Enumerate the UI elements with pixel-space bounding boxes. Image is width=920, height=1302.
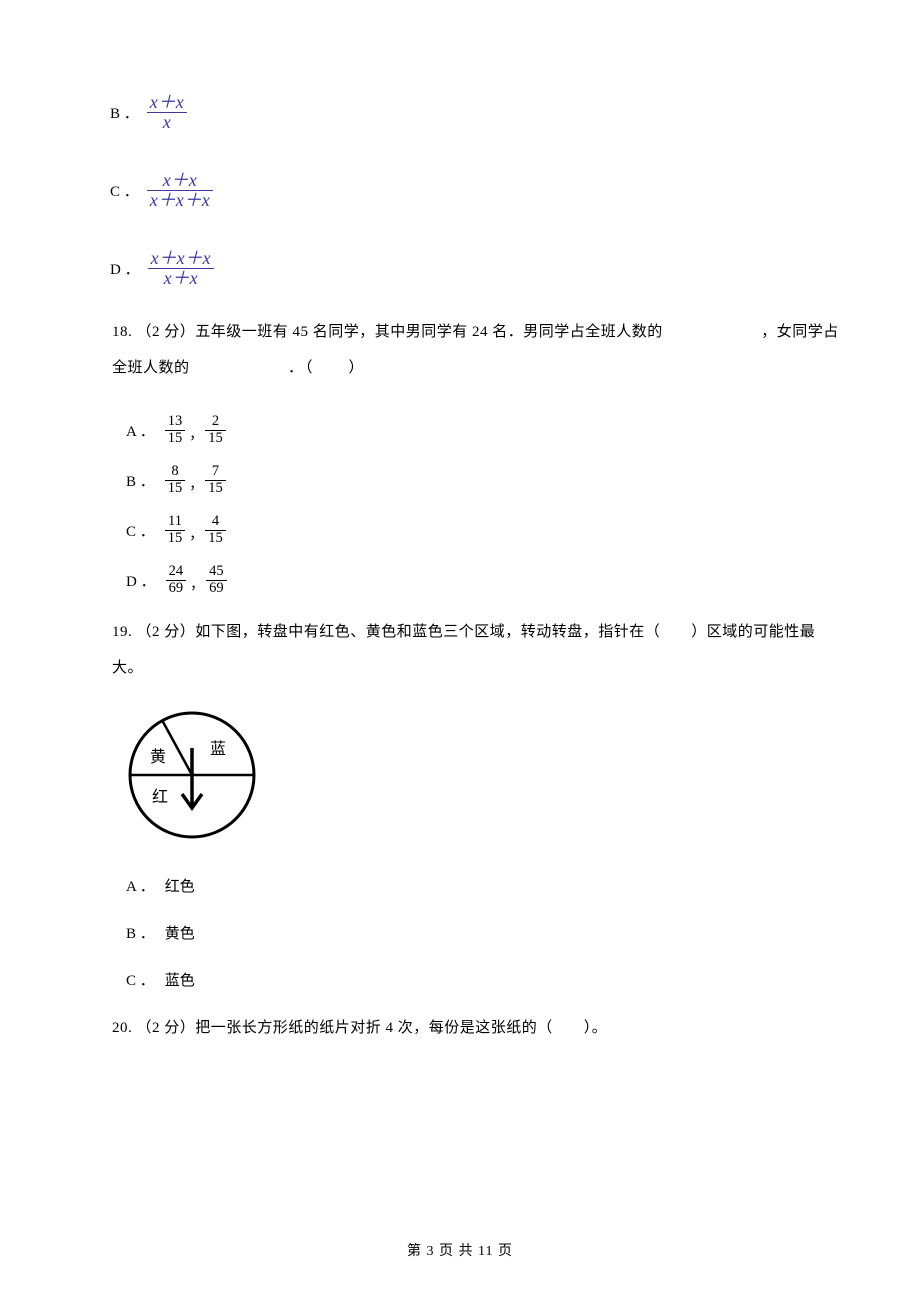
- q18-b-n1: 8: [167, 464, 183, 480]
- q18-option-a: A ． 13 15 ， 2 15: [126, 414, 840, 446]
- page-footer: 第 3 页 共 11 页: [0, 1240, 920, 1260]
- footer-text: 第 3 页 共 11 页: [407, 1244, 513, 1259]
- fraction-b: x＋x x: [147, 93, 187, 132]
- q19-text: 19. （2 分）如下图，转盘中有红色、黄色和蓝色三个区域，转动转盘，指针在（ …: [112, 624, 815, 676]
- q18-option-c: C ． 11 15 ， 4 15: [126, 514, 840, 546]
- q18-d-frac1: 24 69: [166, 564, 187, 596]
- q18-a-frac1: 13 15: [165, 414, 186, 446]
- top-option-d: D ． x＋x＋x x＋x: [110, 246, 840, 290]
- spinner-label-yellow: 黄: [150, 748, 166, 766]
- q18-c-comma: ，: [189, 524, 203, 546]
- q18-c-d1: 15: [165, 531, 186, 547]
- q18-b-d1: 15: [165, 481, 186, 497]
- spinner-divider: [162, 720, 192, 775]
- q18-b-label: B ．: [126, 470, 155, 491]
- label-c: C ．: [110, 180, 139, 201]
- q18-c-frac2: 4 15: [205, 514, 226, 546]
- q18-d-comma: ，: [190, 574, 204, 596]
- q19-option-b: B ． 黄色: [126, 922, 840, 943]
- q18-d-label: D ．: [126, 570, 156, 591]
- q18-a-d2: 15: [205, 431, 226, 447]
- spinner-diagram: 黄 蓝 红: [116, 708, 840, 847]
- q18-option-b: B ． 8 15 ， 7 15: [126, 464, 840, 496]
- frac-d-den: x＋x: [161, 269, 201, 288]
- q18-suffix: ．（ ）: [288, 360, 366, 376]
- q19-b-text: 黄色: [165, 922, 195, 943]
- page-root: B ． x＋x x C ． x＋x x＋x＋x D ． x＋x＋x x＋x 18…: [0, 0, 920, 1302]
- q18-d-d2: 69: [206, 581, 227, 597]
- q18-option-d: D ． 24 69 ， 45 69: [126, 564, 840, 596]
- q18-b-n2: 7: [208, 464, 224, 480]
- q18-a-d1: 15: [165, 431, 186, 447]
- fraction-c: x＋x x＋x＋x: [147, 171, 213, 210]
- q19-c-label: C ．: [126, 969, 155, 990]
- q19-a-label: A ．: [126, 875, 155, 896]
- q19-a-text: 红色: [165, 875, 195, 896]
- q20-stem: 20. （2 分）把一张长方形纸的纸片对折 4 次，每份是这张纸的（ ）。: [112, 1010, 840, 1046]
- q19-b-label: B ．: [126, 922, 155, 943]
- q18-b-frac1: 8 15: [165, 464, 186, 496]
- frac-c-den: x＋x＋x: [147, 191, 213, 210]
- label-b: B ．: [110, 102, 139, 123]
- q18-c-d2: 15: [205, 531, 226, 547]
- label-d: D ．: [110, 258, 140, 279]
- q18-d-n2: 45: [206, 564, 227, 580]
- q19-option-a: A ． 红色: [126, 875, 840, 896]
- q18-b-d2: 15: [205, 481, 226, 497]
- spinner-label-red: 红: [152, 788, 168, 806]
- q18-b-comma: ，: [189, 474, 203, 496]
- q18-a-n1: 13: [165, 414, 186, 430]
- spinner-label-blue: 蓝: [210, 740, 226, 758]
- q18-c-n1: 11: [165, 514, 185, 530]
- q18-a-comma: ，: [189, 424, 203, 446]
- spinner-svg: 黄 蓝 红: [116, 708, 268, 842]
- q18-d-d1: 69: [166, 581, 187, 597]
- q18-stem: 18. （2 分）五年级一班有 45 名同学，其中男同学有 24 名．男同学占全…: [112, 314, 840, 386]
- q20-text: 20. （2 分）把一张长方形纸的纸片对折 4 次，每份是这张纸的（ ）。: [112, 1020, 607, 1036]
- q18-d-frac2: 45 69: [206, 564, 227, 596]
- frac-c-num: x＋x: [160, 171, 200, 190]
- q18-a-frac2: 2 15: [205, 414, 226, 446]
- q18-a-label: A ．: [126, 420, 155, 441]
- frac-d-num: x＋x＋x: [148, 249, 214, 268]
- q19-option-c: C ． 蓝色: [126, 969, 840, 990]
- frac-b-den: x: [159, 113, 175, 132]
- frac-b-num: x＋x: [147, 93, 187, 112]
- q18-b-frac2: 7 15: [205, 464, 226, 496]
- q18-d-n1: 24: [166, 564, 187, 580]
- fraction-d: x＋x＋x x＋x: [148, 249, 214, 288]
- q18-c-frac1: 11 15: [165, 514, 186, 546]
- top-option-b: B ． x＋x x: [110, 90, 840, 134]
- top-option-c: C ． x＋x x＋x＋x: [110, 168, 840, 212]
- q19-stem: 19. （2 分）如下图，转盘中有红色、黄色和蓝色三个区域，转动转盘，指针在（ …: [112, 614, 840, 686]
- q18-c-n2: 4: [208, 514, 224, 530]
- q19-c-text: 蓝色: [165, 969, 195, 990]
- q18-prefix: 18. （2 分）五年级一班有 45 名同学，其中男同学有 24 名．男同学占全…: [112, 324, 663, 340]
- q18-a-n2: 2: [208, 414, 224, 430]
- q18-c-label: C ．: [126, 520, 155, 541]
